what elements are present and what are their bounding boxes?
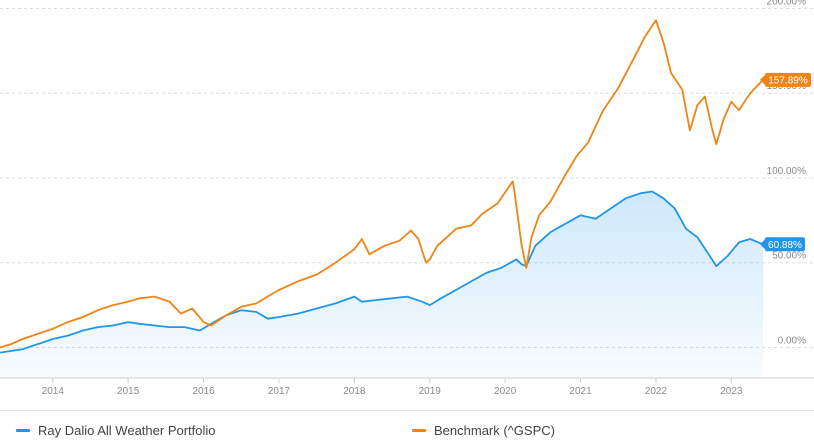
x-tick-label: 2022 [645,386,668,397]
series-area-portfolio [0,191,763,378]
end-label-portfolio: 60.88% [768,240,802,251]
end-labels: 60.88% 157.89% [760,72,811,252]
y-tick-label: 0.00% [778,335,806,346]
x-axis: 2014 2015 2016 2017 2018 2019 2020 2021 2022 2023 [0,377,814,397]
end-label-pointer-benchmark [760,74,765,85]
legend: Ray Dalio All Weather Portfolio Benchmar… [0,410,814,445]
legend-item-portfolio[interactable]: Ray Dalio All Weather Portfolio [16,423,216,438]
legend-label-portfolio: Ray Dalio All Weather Portfolio [38,423,216,438]
series-line-benchmark [0,19,764,349]
end-label-box-benchmark [765,72,811,87]
series-line-portfolio [0,190,764,354]
y-tick-label: 200.00% [767,0,807,7]
legend-item-benchmark[interactable]: Benchmark (^GSPC) [412,423,555,438]
x-tick-label: 2023 [720,386,743,397]
legend-swatch-benchmark [412,429,426,432]
y-axis-tick-labels: 0.00%50.00%100.00%150.00%200.00% [767,0,807,346]
x-tick-label: 2020 [494,386,517,397]
x-tick-label: 2019 [419,386,442,397]
x-tick-label: 2016 [192,386,215,397]
legend-label-benchmark: Benchmark (^GSPC) [434,423,555,438]
line-chart: 0.00%50.00%100.00%150.00%200.00% 2014201… [0,0,814,397]
x-tick-label: 2014 [42,386,65,397]
end-label-box-portfolio [765,237,805,252]
y-tick-label: 50.00% [772,251,806,262]
x-tick-label: 2018 [343,386,366,397]
series-layer [0,19,764,378]
end-label-benchmark: 157.89% [768,75,808,86]
legend-swatch-portfolio [16,429,30,432]
y-tick-label: 100.00% [767,166,807,177]
end-label-pointer-portfolio [760,239,765,250]
x-tick-label: 2017 [268,386,291,397]
x-tick-label: 2015 [117,386,140,397]
x-tick-label: 2021 [569,386,592,397]
